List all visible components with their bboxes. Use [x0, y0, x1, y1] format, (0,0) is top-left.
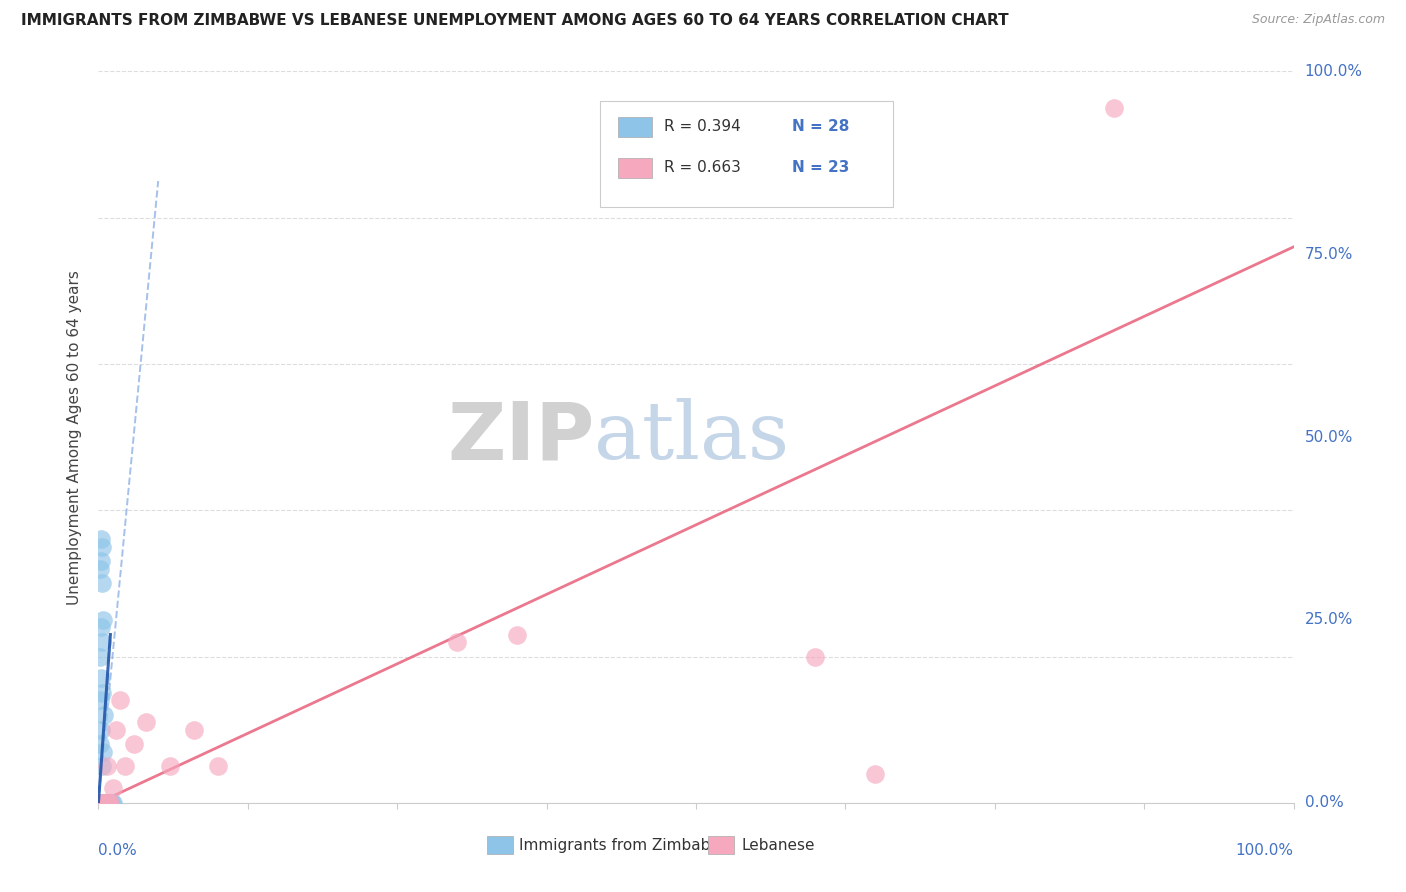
Point — [114, 759, 136, 773]
Point — [124, 737, 146, 751]
Point — [105, 723, 128, 737]
Text: 100.0%: 100.0% — [1305, 64, 1362, 78]
Point — [91, 796, 114, 810]
Point — [100, 796, 122, 810]
Text: N = 23: N = 23 — [792, 161, 849, 176]
Text: Immigrants from Zimbabwe: Immigrants from Zimbabwe — [519, 838, 733, 853]
Text: 25.0%: 25.0% — [1305, 613, 1353, 627]
Point — [159, 759, 181, 773]
Text: IMMIGRANTS FROM ZIMBABWE VS LEBANESE UNEMPLOYMENT AMONG AGES 60 TO 64 YEARS CORR: IMMIGRANTS FROM ZIMBABWE VS LEBANESE UNE… — [21, 13, 1008, 29]
Point — [91, 759, 114, 773]
Point — [93, 796, 115, 810]
Point — [97, 796, 120, 810]
Bar — [619, 117, 652, 137]
Text: 50.0%: 50.0% — [1305, 430, 1353, 444]
Point — [96, 796, 118, 810]
Point — [1104, 101, 1126, 115]
Text: 0.0%: 0.0% — [98, 843, 138, 858]
Point — [446, 635, 468, 649]
Point — [90, 620, 112, 634]
Text: Source: ZipAtlas.com: Source: ZipAtlas.com — [1251, 13, 1385, 27]
Text: Lebanese: Lebanese — [741, 838, 815, 853]
Point — [183, 723, 205, 737]
Point — [804, 649, 827, 664]
Point — [98, 796, 121, 810]
Point — [91, 540, 114, 554]
Point — [91, 635, 114, 649]
Point — [89, 737, 111, 751]
Point — [91, 796, 114, 810]
Point — [97, 796, 120, 810]
Y-axis label: Unemployment Among Ages 60 to 64 years: Unemployment Among Ages 60 to 64 years — [66, 269, 82, 605]
Point — [98, 796, 122, 810]
Point — [90, 796, 112, 810]
Point — [101, 781, 124, 796]
Point — [506, 627, 529, 641]
Point — [93, 708, 115, 723]
Point — [89, 693, 111, 707]
Text: 0.0%: 0.0% — [1305, 796, 1343, 810]
Point — [94, 796, 117, 810]
Point — [91, 613, 114, 627]
Point — [108, 693, 131, 707]
Point — [90, 672, 112, 686]
Point — [91, 745, 114, 759]
Point — [135, 715, 157, 730]
Point — [98, 796, 122, 810]
Text: 75.0%: 75.0% — [1305, 247, 1353, 261]
Point — [90, 554, 112, 568]
Text: R = 0.394: R = 0.394 — [664, 120, 741, 135]
Text: R = 0.663: R = 0.663 — [664, 161, 741, 176]
Point — [91, 796, 114, 810]
Bar — [619, 158, 652, 178]
Point — [89, 562, 111, 576]
Point — [865, 766, 887, 780]
Point — [96, 759, 118, 773]
Text: atlas: atlas — [595, 398, 790, 476]
Point — [94, 796, 117, 810]
Point — [207, 759, 229, 773]
Point — [93, 796, 115, 810]
Bar — [486, 837, 513, 854]
Text: ZIP: ZIP — [447, 398, 595, 476]
Point — [90, 796, 112, 810]
Point — [90, 533, 112, 547]
Point — [89, 649, 111, 664]
Point — [91, 796, 114, 810]
Point — [98, 796, 121, 810]
Text: 100.0%: 100.0% — [1236, 843, 1294, 858]
Point — [101, 796, 124, 810]
Text: N = 28: N = 28 — [792, 120, 849, 135]
Bar — [709, 837, 734, 854]
Point — [91, 576, 114, 591]
FancyBboxPatch shape — [600, 101, 893, 207]
Point — [91, 686, 114, 700]
Point — [90, 723, 112, 737]
